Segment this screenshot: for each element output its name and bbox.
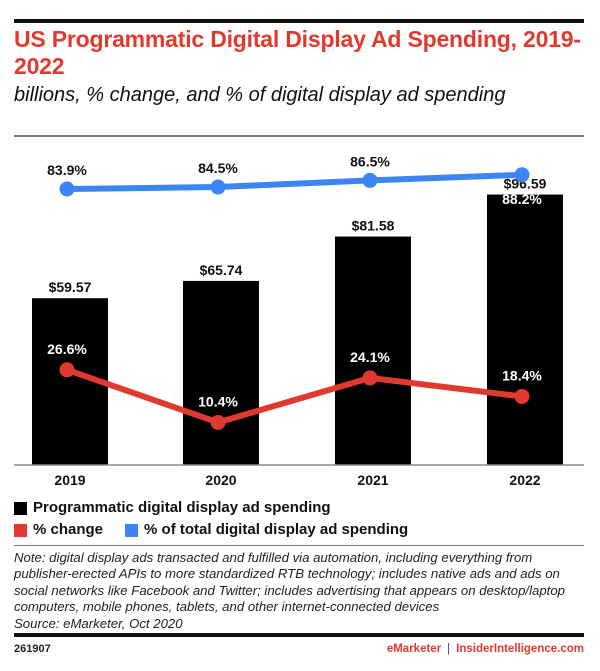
share-line	[66, 171, 523, 192]
change-point-2022	[514, 388, 530, 404]
change-point-2020	[210, 414, 226, 430]
chart-subtitle: billions, % change, and % of digital dis…	[14, 84, 506, 106]
brand-insiderintelligence: InsiderIntelligence.com	[456, 643, 584, 655]
legend-swatch-spending	[14, 501, 27, 515]
legend-row-2: % change % of total digital display ad s…	[14, 519, 408, 541]
bar-label-2021: $81.58	[352, 218, 395, 234]
change-point-2019	[59, 362, 75, 378]
brand-emarketer: eMarketer	[386, 643, 442, 655]
x-tick-2021: 2021	[357, 472, 388, 488]
share-point-2021	[362, 172, 378, 188]
bar-label-2019: $59.57	[49, 279, 92, 295]
share-label-2019: 83.9%	[47, 162, 87, 178]
share-point-2019	[59, 181, 75, 197]
bar-label-2022: $96.59	[504, 176, 547, 192]
bar-2020	[183, 280, 259, 465]
legend-rule	[14, 545, 584, 546]
bars-layer: $59.57 $65.74 $81.58 $96.59	[32, 176, 563, 465]
legend-label-change: % change	[33, 521, 104, 538]
note-text: Note: digital display ads transacted and…	[14, 550, 566, 615]
legend-swatch-change	[14, 523, 27, 537]
chart-id: 261907	[14, 643, 51, 655]
legend-label-share: % of total digital display ad spending	[144, 521, 409, 538]
source-text: Source: eMarketer, Oct 2020	[14, 615, 183, 631]
top-rule	[14, 19, 584, 23]
change-label-2021: 24.1%	[350, 349, 390, 365]
share-label-2020: 84.5%	[198, 160, 238, 176]
legend-swatch-share	[125, 523, 139, 537]
change-label-2022: 18.4%	[502, 367, 542, 383]
brand-separator: |	[447, 643, 451, 655]
legend-label-spending: Programmatic digital display ad spending	[33, 499, 331, 516]
chart-title: US Programmatic Digital Display Ad Spend…	[14, 26, 581, 79]
subtitle-rule	[14, 135, 584, 137]
share-label-2021: 86.5%	[350, 153, 390, 169]
share-label-2022: 88.2%	[502, 191, 542, 207]
bottom-rule	[14, 633, 584, 637]
lines-layer: 26.6% 10.4% 24.1% 18.4% 83.9% 84.5% 86.5% 88.2%	[47, 153, 542, 430]
change-label-2020: 10.4%	[198, 393, 238, 409]
x-tick-2020: 2020	[205, 472, 236, 488]
x-tick-2022: 2022	[509, 472, 540, 488]
share-point-2020	[210, 179, 226, 195]
change-label-2019: 26.6%	[47, 341, 87, 357]
bar-label-2020: $65.74	[200, 262, 243, 278]
legend-row-1: Programmatic digital display ad spending	[14, 497, 408, 519]
footer-brand: eMarketer | InsiderIntelligence.com	[387, 643, 584, 655]
share-point-2022	[514, 167, 530, 183]
x-tick-2019: 2019	[54, 472, 85, 488]
x-tick-labels: 2019 2020 2021 2022	[54, 472, 540, 488]
chart-plot: $59.57 $65.74 $81.58 $96.59 2019 2020 2021 202…	[14, 153, 584, 488]
chart-note: Note: digital display ads transacted and…	[14, 550, 590, 632]
bar-2022	[487, 194, 563, 465]
bar-2021	[335, 236, 411, 465]
change-point-2021	[362, 370, 378, 386]
legend: Programmatic digital display ad spending…	[14, 497, 408, 541]
change-line	[66, 366, 523, 426]
